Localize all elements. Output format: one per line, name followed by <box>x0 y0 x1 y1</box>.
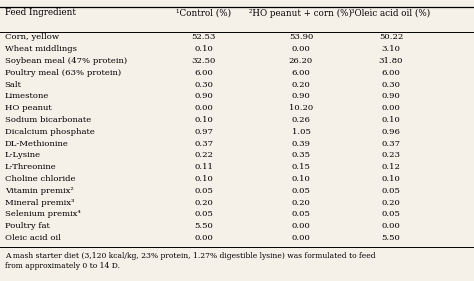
Text: Choline chloride: Choline chloride <box>5 175 75 183</box>
Text: 0.10: 0.10 <box>382 175 401 183</box>
Text: 0.30: 0.30 <box>194 81 213 89</box>
Text: Selenium premix⁴: Selenium premix⁴ <box>5 210 81 218</box>
Text: 0.20: 0.20 <box>292 199 310 207</box>
Text: 0.20: 0.20 <box>292 81 310 89</box>
Text: 0.10: 0.10 <box>382 116 401 124</box>
Text: 0.11: 0.11 <box>194 163 213 171</box>
Text: 0.05: 0.05 <box>382 187 401 195</box>
Text: 6.00: 6.00 <box>292 69 310 77</box>
Text: 1.05: 1.05 <box>292 128 310 136</box>
Text: 0.12: 0.12 <box>382 163 401 171</box>
Text: 0.00: 0.00 <box>292 222 310 230</box>
Text: 0.10: 0.10 <box>194 175 213 183</box>
Text: HO peanut: HO peanut <box>5 104 52 112</box>
Text: Wheat middlings: Wheat middlings <box>5 45 77 53</box>
Text: 31.80: 31.80 <box>379 57 403 65</box>
Text: Sodium bicarbonate: Sodium bicarbonate <box>5 116 91 124</box>
Text: ¹Control (%): ¹Control (%) <box>176 8 231 17</box>
Text: Salt: Salt <box>5 81 22 89</box>
Text: 0.00: 0.00 <box>194 104 213 112</box>
Text: 3.10: 3.10 <box>382 45 401 53</box>
Text: 6.00: 6.00 <box>194 69 213 77</box>
Text: 10.20: 10.20 <box>289 104 313 112</box>
Text: 0.00: 0.00 <box>194 234 213 242</box>
Text: 0.10: 0.10 <box>194 45 213 53</box>
Text: Corn, yellow: Corn, yellow <box>5 33 59 41</box>
Text: 0.05: 0.05 <box>194 210 213 218</box>
Text: 0.05: 0.05 <box>292 187 310 195</box>
Text: 0.90: 0.90 <box>292 92 310 100</box>
Text: Mineral premix³: Mineral premix³ <box>5 199 74 207</box>
Text: 0.30: 0.30 <box>382 81 401 89</box>
Text: 0.00: 0.00 <box>292 234 310 242</box>
Text: Feed Ingredient: Feed Ingredient <box>5 8 76 17</box>
Text: 0.20: 0.20 <box>382 199 401 207</box>
Text: 0.37: 0.37 <box>382 140 401 148</box>
Text: 0.00: 0.00 <box>292 45 310 53</box>
Text: Limestone: Limestone <box>5 92 49 100</box>
Text: 0.90: 0.90 <box>194 92 213 100</box>
Text: Poultry meal (63% protein): Poultry meal (63% protein) <box>5 69 121 77</box>
Text: Dicalcium phosphate: Dicalcium phosphate <box>5 128 95 136</box>
Text: 6.00: 6.00 <box>382 69 401 77</box>
Text: 0.39: 0.39 <box>292 140 310 148</box>
Text: 32.50: 32.50 <box>191 57 216 65</box>
Text: 0.26: 0.26 <box>292 116 310 124</box>
Text: 0.00: 0.00 <box>382 104 401 112</box>
Text: 0.05: 0.05 <box>382 210 401 218</box>
Text: ³Oleic acid oil (%): ³Oleic acid oil (%) <box>351 8 431 17</box>
Text: 5.50: 5.50 <box>194 222 213 230</box>
Text: A mash starter diet (3,120 kcal/kg, 23% protein, 1.27% digestible lysine) was fo: A mash starter diet (3,120 kcal/kg, 23% … <box>5 252 375 269</box>
Text: 52.53: 52.53 <box>191 33 216 41</box>
Text: 0.90: 0.90 <box>382 92 401 100</box>
Text: 0.97: 0.97 <box>194 128 213 136</box>
Text: 0.10: 0.10 <box>194 116 213 124</box>
Text: Vitamin premix²: Vitamin premix² <box>5 187 73 195</box>
Text: 0.96: 0.96 <box>382 128 401 136</box>
Text: 50.22: 50.22 <box>379 33 403 41</box>
Text: 0.05: 0.05 <box>194 187 213 195</box>
Text: Oleic acid oil: Oleic acid oil <box>5 234 61 242</box>
Text: 0.20: 0.20 <box>194 199 213 207</box>
Text: 0.00: 0.00 <box>382 222 401 230</box>
Text: Soybean meal (47% protein): Soybean meal (47% protein) <box>5 57 127 65</box>
Text: 0.10: 0.10 <box>292 175 310 183</box>
Text: 0.05: 0.05 <box>292 210 310 218</box>
Text: 26.20: 26.20 <box>289 57 313 65</box>
Text: L-Lysine: L-Lysine <box>5 151 41 159</box>
Text: 0.22: 0.22 <box>194 151 213 159</box>
Text: L-Threonine: L-Threonine <box>5 163 56 171</box>
Text: 5.50: 5.50 <box>382 234 401 242</box>
Text: Poultry fat: Poultry fat <box>5 222 50 230</box>
Text: 0.37: 0.37 <box>194 140 213 148</box>
Text: 53.90: 53.90 <box>289 33 313 41</box>
Text: 0.35: 0.35 <box>292 151 310 159</box>
Text: 0.15: 0.15 <box>292 163 310 171</box>
Text: 0.23: 0.23 <box>382 151 401 159</box>
Text: ²HO peanut + corn (%): ²HO peanut + corn (%) <box>249 8 353 17</box>
Text: DL-Methionine: DL-Methionine <box>5 140 69 148</box>
